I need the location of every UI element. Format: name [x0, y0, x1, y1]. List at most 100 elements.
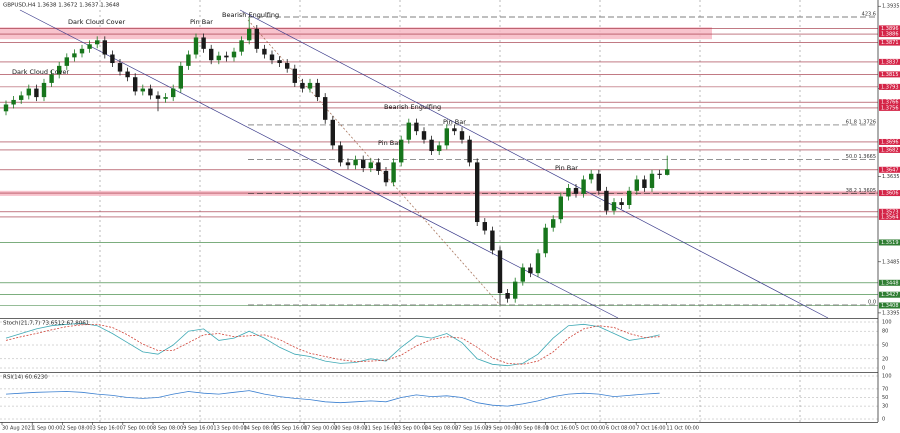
- x-tick-label: 27 Sep 16:00: [455, 426, 488, 432]
- x-tick-label: 14 Sep 08:00: [244, 426, 277, 432]
- y-tick-label: 1.3635: [882, 174, 900, 180]
- candle-body: [619, 202, 624, 205]
- candle-body: [19, 95, 24, 100]
- candle-body: [102, 40, 107, 55]
- level-label-box: [879, 58, 900, 65]
- candle-body: [163, 97, 168, 99]
- annotation: Bearish Engulfing: [222, 11, 279, 19]
- indicator-tick-label: 0: [882, 417, 885, 423]
- rsi-label: RSI(14) 60.6230: [3, 375, 48, 381]
- level-label: 1.3886: [881, 32, 899, 38]
- level-label: 1.3756: [881, 105, 899, 111]
- level-label-box: [879, 83, 900, 90]
- candle-body: [315, 82, 320, 98]
- candle-body: [87, 44, 92, 49]
- indicator-tick-label: 80: [882, 329, 888, 335]
- frame: [0, 0, 879, 423]
- candle-body: [3, 104, 9, 112]
- candle-body: [376, 162, 381, 171]
- x-tick-label: 1 Sep 00:00: [32, 426, 62, 432]
- candle-body: [391, 162, 396, 183]
- level-label-box: [879, 291, 900, 298]
- candle-body: [34, 88, 39, 98]
- candle-body: [596, 173, 601, 191]
- x-tick-label: 30 Aug 2021: [2, 426, 34, 432]
- candle-body: [26, 88, 31, 96]
- candle-body: [193, 37, 199, 55]
- x-tick-label: 3 Sep 16:00: [93, 426, 123, 432]
- candle-body: [467, 139, 472, 163]
- candle-body: [11, 99, 16, 105]
- x-tick-label: 29 Sep 00:00: [485, 426, 518, 432]
- candle-body: [657, 173, 662, 175]
- x-tick-label: 20 Sep 08:00: [334, 426, 367, 432]
- candle-body: [558, 196, 563, 220]
- x-tick-label: 23 Sep 00:00: [395, 426, 428, 432]
- candle-body: [140, 88, 145, 92]
- candle-body: [209, 48, 214, 61]
- level-label: 1.3682: [881, 147, 899, 153]
- y-tick-label: 1.3485: [882, 259, 900, 265]
- fib-label: 423.6: [862, 12, 876, 18]
- stoch-line: [5, 322, 660, 367]
- level-label-box: [879, 25, 900, 32]
- candle-body: [452, 128, 457, 132]
- level-label-box: [879, 39, 900, 46]
- candle-body: [155, 95, 161, 99]
- level-label: 1.3519: [881, 240, 899, 246]
- candle-body: [57, 65, 62, 75]
- x-tick-label: 2 Sep 08:00: [62, 426, 92, 432]
- level-label-box: [879, 213, 900, 220]
- candle-body: [133, 77, 138, 92]
- indicator-tick-label: 100: [882, 374, 892, 380]
- level-label-box: [879, 166, 900, 173]
- level-label-box: [879, 302, 900, 309]
- level-label: 1.3427: [881, 292, 899, 298]
- x-tick-label: 11 Oct 00:00: [666, 426, 699, 432]
- x-tick-label: 8 Sep 08:00: [153, 426, 183, 432]
- x-tick-label: 24 Sep 08:00: [425, 426, 458, 432]
- candle-body: [490, 230, 495, 251]
- x-tick-label: 1 Oct 16:00: [546, 426, 575, 432]
- candle-body: [247, 28, 252, 41]
- candle-body: [399, 139, 404, 163]
- x-tick-label: 6 Oct 08:00: [606, 426, 635, 432]
- level-label: 1.3606: [881, 191, 899, 197]
- fib-label: 0.0: [868, 299, 876, 305]
- stoch-label: Stoch(21,7,7) 73.6512 67.8061: [3, 321, 89, 327]
- candle-body: [49, 74, 54, 83]
- candle-body: [239, 40, 244, 52]
- level-label: 1.3647: [881, 167, 899, 173]
- indicator-tick-label: 100: [882, 320, 892, 326]
- candle-body: [634, 179, 639, 191]
- y-tick-label: 1.3935: [882, 4, 900, 10]
- indicator-tick-label: 30: [882, 404, 888, 410]
- level-label: 1.3896: [881, 26, 899, 32]
- level-label-box: [879, 71, 900, 78]
- fib-label: 50.0 1.3665: [846, 154, 876, 160]
- level-label-box: [879, 146, 900, 153]
- candle-body: [604, 190, 609, 211]
- candle-body: [520, 267, 525, 282]
- candle-body: [573, 187, 579, 194]
- candle-body: [528, 267, 533, 274]
- level-label: 1.3696: [881, 139, 899, 145]
- candle-body: [437, 145, 442, 152]
- annotation: Dark Cloud Cover: [12, 68, 69, 76]
- candle-body: [649, 173, 655, 188]
- annotation: Pin Bar: [190, 18, 213, 26]
- candle-body: [589, 173, 594, 180]
- candle-body: [581, 179, 586, 194]
- stoch-line: [5, 323, 660, 365]
- x-tick-label: 17 Sep 00:00: [304, 426, 337, 432]
- level-label-box: [879, 279, 900, 286]
- candle-body: [414, 122, 419, 132]
- indicator-tick-label: 50: [882, 395, 888, 401]
- candle-body: [72, 53, 77, 58]
- candle-body: [201, 37, 206, 49]
- level-label: 1.3408: [881, 303, 899, 309]
- level-label: 1.3871: [881, 40, 899, 46]
- level-label: 1.3837: [881, 59, 899, 65]
- candles: [3, 17, 670, 305]
- candle-body: [285, 63, 290, 69]
